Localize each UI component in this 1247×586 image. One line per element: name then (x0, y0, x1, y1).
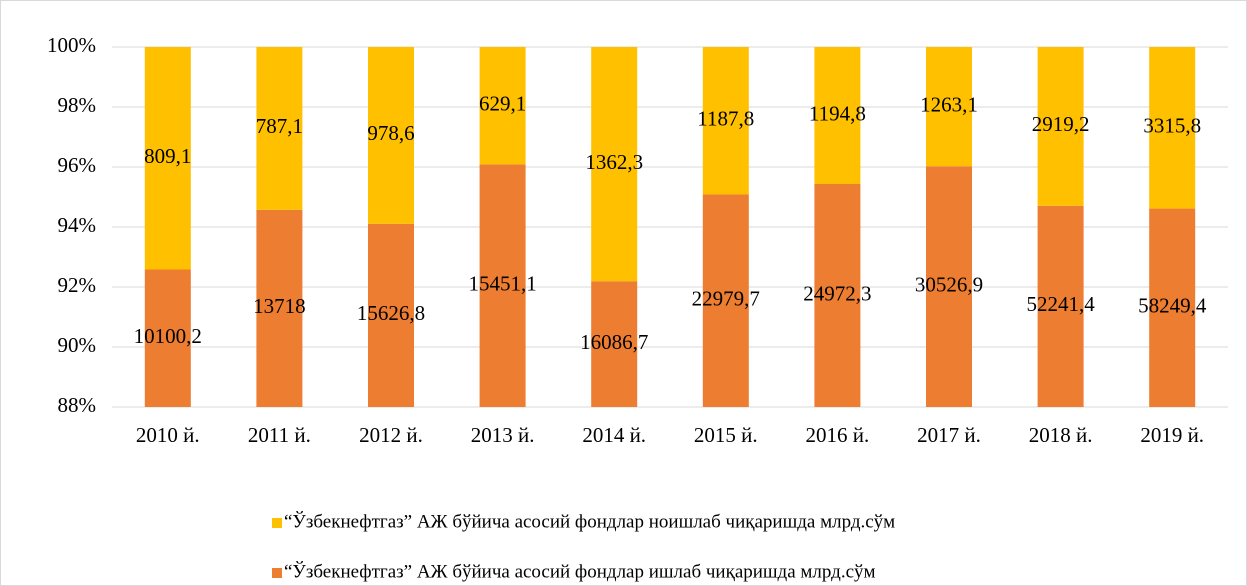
legend-swatch (272, 518, 282, 528)
data-label: 13718 (253, 294, 306, 318)
data-label: 978,6 (367, 121, 414, 145)
bar-segment (702, 194, 749, 407)
y-tick-label: 88% (58, 393, 97, 417)
data-label: 1362,3 (585, 150, 643, 174)
bar-segment (479, 164, 526, 407)
y-tick-label: 98% (58, 93, 97, 117)
data-label: 1263,1 (920, 92, 978, 116)
x-tick-label: 2011 й. (248, 423, 311, 447)
x-tick-label: 2017 й. (917, 423, 981, 447)
bar-segment (1149, 208, 1196, 407)
data-label: 1187,8 (697, 107, 754, 131)
bar-segment (1149, 47, 1196, 209)
data-label: 10100,2 (134, 324, 202, 348)
data-label: 809,1 (144, 144, 191, 168)
bar-segment (814, 47, 861, 184)
y-tick-label: 92% (58, 273, 97, 297)
bar-segment (926, 166, 972, 407)
x-tick-label: 2016 й. (806, 423, 870, 447)
y-tick-label: 96% (58, 153, 97, 177)
x-tick-label: 2012 й. (359, 423, 423, 447)
data-label: 22979,7 (692, 287, 760, 311)
bar-segment (368, 223, 414, 407)
x-tick-label: 2018 й. (1029, 423, 1093, 447)
data-label: 15626,8 (357, 301, 425, 325)
bar-segment (702, 47, 749, 195)
data-label: 24972,3 (803, 281, 871, 305)
data-label: 52241,4 (1026, 292, 1095, 316)
x-tick-label: 2010 й. (136, 423, 200, 447)
x-tick-label: 2015 й. (694, 423, 758, 447)
x-tick-label: 2019 й. (1140, 423, 1204, 447)
bar-segment (1037, 205, 1084, 407)
bar-segment (591, 47, 638, 282)
bar-segment (256, 209, 303, 407)
data-label: 629,1 (479, 91, 526, 115)
data-label: 58249,4 (1138, 294, 1207, 318)
data-label: 16086,7 (580, 330, 648, 354)
bar-segment (368, 47, 414, 224)
bar-segment (144, 269, 191, 407)
bar-segment (479, 47, 526, 165)
legend-swatch (272, 568, 282, 578)
data-label: 1194,8 (809, 101, 866, 125)
bar-segment (814, 183, 861, 407)
x-tick-label: 2013 й. (471, 423, 535, 447)
bar-segment (1037, 47, 1084, 206)
y-tick-label: 94% (58, 213, 97, 237)
legend-label: “Ўзбекнефтгаз” АЖ бўйича асосий фондлар … (284, 510, 895, 532)
bar-segment (926, 47, 972, 167)
data-label: 3315,8 (1143, 114, 1201, 138)
data-label: 787,1 (256, 114, 303, 138)
legend-label: “Ўзбекнефтгаз” АЖ бўйича асосий фондлар … (284, 560, 876, 582)
bar-segment (144, 47, 191, 270)
data-label: 30526,9 (915, 272, 983, 296)
y-tick-label: 90% (58, 333, 97, 357)
bar-segment (256, 47, 303, 210)
x-tick-label: 2014 й. (582, 423, 646, 447)
data-label: 2919,2 (1032, 112, 1090, 136)
bar-segment (591, 281, 638, 407)
y-tick-label: 100% (47, 33, 96, 57)
data-label: 15451,1 (468, 271, 536, 295)
